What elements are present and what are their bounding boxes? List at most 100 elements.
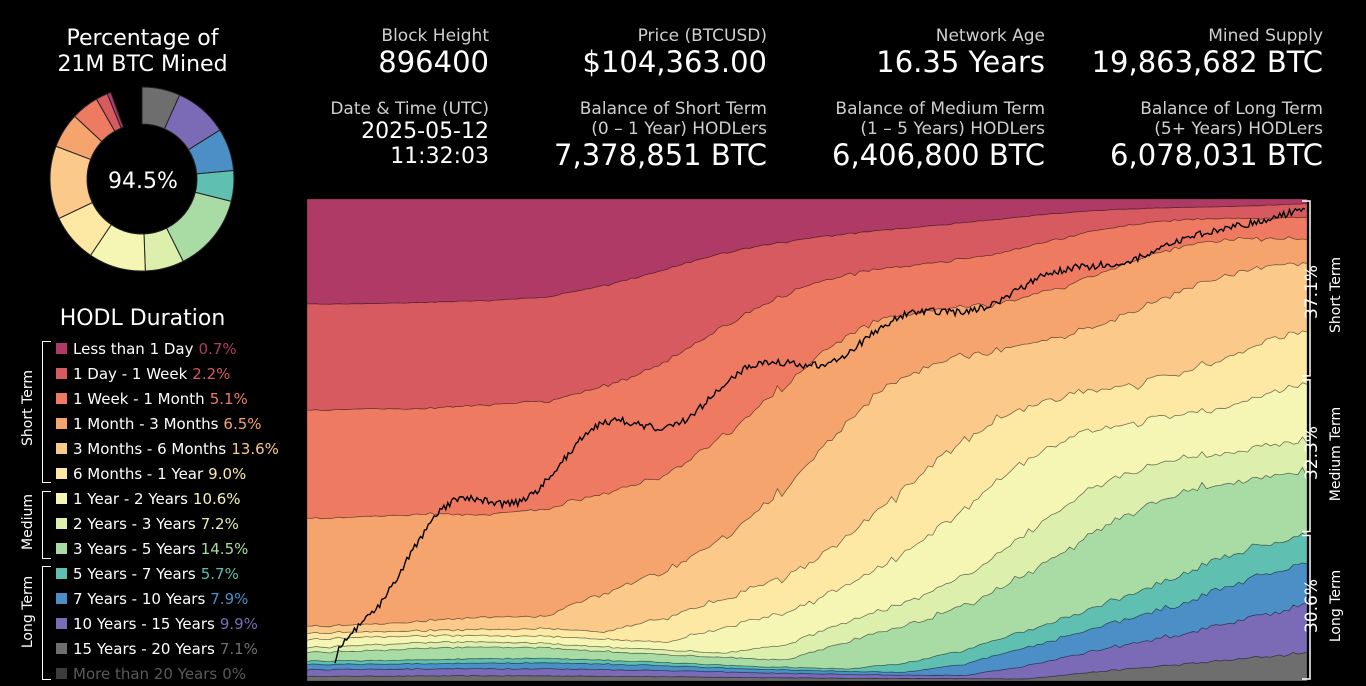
legend-item: 7 Years - 10 Years 7.9% (56, 586, 316, 611)
donut-title-line1: Percentage of (66, 26, 219, 51)
legend-pct: 5.1% (209, 389, 248, 408)
stat-block-height: Block Height 896400 (378, 26, 489, 78)
legend-pct: 6.5% (223, 414, 262, 433)
stat-datetime: Date & Time (UTC) 2025-05-12 11:32:03 (330, 99, 489, 169)
right-pct-long: 30.6% (1302, 579, 1322, 634)
legend-pct: 7.2% (200, 514, 239, 533)
legend-pct: 14.5% (200, 539, 249, 558)
stat-price: Price (BTCUSD) $104,363.00 (583, 26, 768, 78)
group-bracket-medium (42, 491, 51, 559)
right-bracket (1302, 379, 1311, 533)
right-bracket (1302, 200, 1311, 377)
legend-label: Less than 1 Day (73, 339, 194, 358)
stat-value: 7,378,851 BTC (554, 138, 767, 172)
legend-label: 1 Month - 3 Months (73, 414, 219, 433)
stat-label: Balance of Medium Term (835, 99, 1045, 119)
stat-label: Balance of Long Term (1140, 99, 1323, 119)
legend-pct: 7.1% (219, 639, 258, 658)
stat-medium-term: Balance of Medium Term (1 – 5 Years) HOD… (832, 99, 1045, 171)
stat-value: 6,406,800 BTC (832, 138, 1045, 172)
stat-value: 19,863,682 BTC (1091, 45, 1323, 79)
right-bracket (1302, 534, 1311, 680)
stat-value: 896400 (378, 45, 489, 79)
legend-swatch (56, 343, 67, 354)
stat-sublabel: (0 – 1 Year) HODLers (591, 119, 767, 139)
stat-label: Date & Time (UTC) (330, 99, 489, 119)
legend-label: 3 Years - 5 Years (73, 539, 196, 558)
stat-network-age: Network Age 16.35 Years (876, 26, 1045, 78)
group-label-long: Long Term (20, 575, 36, 649)
legend-swatch (56, 418, 67, 429)
legend-label: 10 Years - 15 Years (73, 614, 215, 633)
legend-swatch (56, 518, 67, 529)
mined-donut-chart: 94.5% (49, 86, 235, 272)
legend-item: 6 Months - 1 Year 9.0% (56, 461, 316, 486)
price-line (334, 207, 1306, 664)
group-bracket-long (42, 566, 51, 680)
stat-value: 16.35 Years (876, 45, 1045, 79)
legend-item: 15 Years - 20 Years 7.1% (56, 636, 316, 661)
legend-label: 1 Week - 1 Month (73, 389, 205, 408)
legend-swatch (56, 543, 67, 554)
legend-swatch (56, 493, 67, 504)
hodl-band (307, 330, 1307, 643)
legend-item: 5 Years - 7 Years 5.7% (56, 561, 316, 586)
stat-long-term: Balance of Long Term (5+ Years) HODLers … (1110, 99, 1323, 171)
legend-label: 2 Years - 3 Years (73, 514, 196, 533)
legend-swatch (56, 443, 67, 454)
legend-item: 1 Week - 1 Month 5.1% (56, 386, 316, 411)
right-label-medium: Medium Term (1328, 406, 1344, 502)
legend-item: 1 Day - 1 Week 2.2% (56, 361, 316, 386)
stat-sublabel: (1 – 5 Years) HODLers (860, 119, 1045, 139)
stat-label: Block Height (381, 26, 489, 46)
right-label-long: Long Term (1328, 569, 1344, 643)
legend-item: 10 Years - 15 Years 9.9% (56, 611, 316, 636)
legend-title: HODL Duration (59, 306, 226, 331)
stat-sublabel: (5+ Years) HODLers (1154, 119, 1323, 139)
legend-pct: 10.6% (192, 489, 241, 508)
stat-mined-supply: Mined Supply 19,863,682 BTC (1092, 26, 1323, 78)
legend-item: 3 Years - 5 Years 14.5% (56, 536, 316, 561)
hodl-band (307, 466, 1307, 670)
legend-swatch (56, 618, 67, 629)
legend-item: 3 Months - 6 Months 13.6% (56, 436, 316, 461)
right-term-axis (1302, 200, 1311, 680)
right-label-short: Short Term (1328, 257, 1344, 333)
legend-item: Less than 1 Day 0.7% (56, 336, 316, 361)
donut-center-label: 94.5% (108, 169, 178, 194)
legend-swatch (56, 643, 67, 654)
legend-item: More than 20 Years 0% (56, 661, 316, 686)
legend-label: 3 Months - 6 Months (73, 439, 227, 458)
legend-pct: 9.9% (219, 614, 258, 633)
legend-swatch (56, 368, 67, 379)
legend-item: 1 Year - 2 Years 10.6% (56, 486, 316, 511)
stat-time: 11:32:03 (390, 144, 489, 169)
legend-item: 2 Years - 3 Years 7.2% (56, 511, 316, 536)
stat-value: $104,363.00 (582, 45, 768, 79)
legend-swatch (56, 593, 67, 604)
legend-swatch (56, 568, 67, 579)
donut-title-line2: 21M BTC Mined (57, 52, 228, 77)
legend-pct: 0.7% (198, 339, 237, 358)
legend-pct: 5.7% (200, 564, 239, 583)
legend-label: 5 Years - 7 Years (73, 564, 196, 583)
hodl-band (307, 262, 1307, 635)
right-pct-medium: 32.3% (1302, 426, 1322, 481)
donut-title: Percentage of 21M BTC Mined (20, 26, 265, 78)
stat-date: 2025-05-12 (361, 119, 489, 144)
hodl-band (307, 199, 1307, 305)
legend-label: More than 20 Years (73, 664, 218, 683)
stat-short-term: Balance of Short Term (0 – 1 Year) HODLe… (554, 99, 767, 171)
hodl-band (307, 436, 1307, 661)
stat-label: Balance of Short Term (579, 99, 767, 119)
legend-label: 1 Day - 1 Week (73, 364, 188, 383)
hodl-legend: Less than 1 Day 0.7% 1 Day - 1 Week 2.2% 1 W… (56, 336, 316, 686)
group-label-short: Short Term (20, 370, 36, 446)
legend-item: 1 Month - 3 Months 6.5% (56, 411, 316, 436)
donut-slice (106, 91, 125, 129)
hodl-band (307, 216, 1307, 520)
legend-label: 15 Years - 20 Years (73, 639, 215, 658)
legend-label: 6 Months - 1 Year (73, 464, 204, 483)
hodl-band (307, 562, 1307, 676)
legend-label: 1 Year - 2 Years (73, 489, 188, 508)
